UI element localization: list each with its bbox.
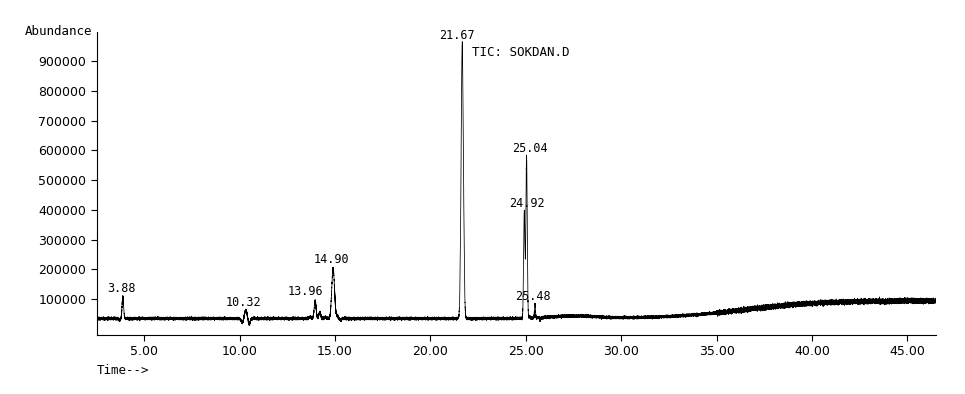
Y-axis label: Abundance: Abundance: [25, 26, 93, 39]
Text: 25.48: 25.48: [515, 290, 551, 303]
Text: 24.92: 24.92: [510, 197, 545, 210]
Text: 14.90: 14.90: [314, 253, 349, 266]
Text: 25.04: 25.04: [511, 142, 547, 155]
X-axis label: Time-->: Time-->: [96, 364, 149, 377]
Text: TIC: SOKDAN.D: TIC: SOKDAN.D: [473, 46, 570, 59]
Text: 10.32: 10.32: [226, 296, 262, 309]
Text: 21.67: 21.67: [439, 29, 475, 42]
Text: 13.96: 13.96: [288, 285, 323, 298]
Text: 3.88: 3.88: [107, 282, 135, 296]
